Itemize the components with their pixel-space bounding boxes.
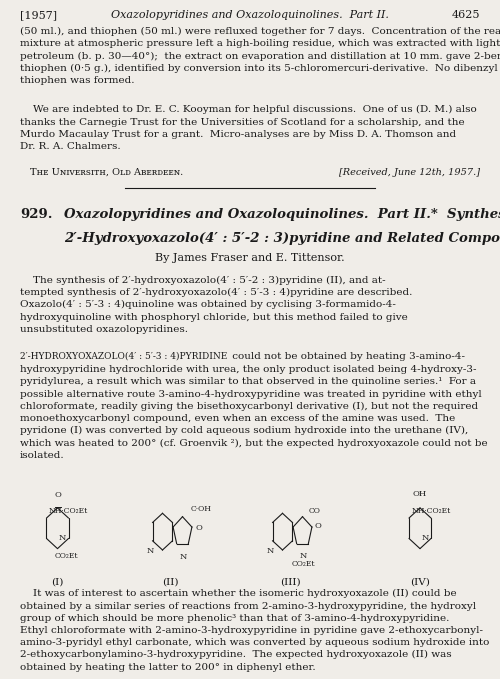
Text: 2′-HYDROXYOXAZOLO(4′ : 5′-3 : 4)PYRIDINE: 2′-HYDROXYOXAZOLO(4′ : 5′-3 : 4)PYRIDINE: [20, 352, 228, 361]
Text: Tʜᴇ Uɴɪᴠᴇʀѕɪᴛʜ, Oʟᴅ Aʙᴇʀᴅᴇᴇɴ.: Tʜᴇ Uɴɪᴠᴇʀѕɪᴛʜ, Oʟᴅ Aʙᴇʀᴅᴇᴇɴ.: [30, 168, 183, 177]
Text: Oxazolopyridines and Oxazoloquinolines.  Part II.*  Synthesis of: Oxazolopyridines and Oxazoloquinolines. …: [64, 208, 500, 221]
Text: N: N: [266, 547, 274, 555]
Text: O: O: [195, 524, 202, 532]
Text: hydroxypyridine hydrochloride with urea, the only product isolated being 4-hydro: hydroxypyridine hydrochloride with urea,…: [20, 365, 487, 460]
Text: [Received, June 12th, 1957.]: [Received, June 12th, 1957.]: [339, 168, 480, 177]
Text: (I): (I): [52, 577, 64, 586]
Text: O: O: [314, 522, 322, 530]
Text: NH·CO₂Et: NH·CO₂Et: [412, 507, 451, 515]
Text: N: N: [58, 534, 66, 543]
Text: O: O: [54, 491, 61, 499]
Text: N: N: [300, 552, 307, 560]
Text: By James Fraser and E. Tittensor.: By James Fraser and E. Tittensor.: [155, 253, 345, 263]
Text: 929.: 929.: [20, 208, 52, 221]
Text: N: N: [421, 534, 428, 543]
Text: 4625: 4625: [452, 10, 480, 20]
Text: CO: CO: [309, 507, 320, 515]
Text: C·OH: C·OH: [190, 505, 212, 513]
Text: CO₂Et: CO₂Et: [292, 560, 316, 568]
Text: N: N: [146, 547, 154, 555]
Text: [1957]: [1957]: [20, 10, 57, 20]
Text: The synthesis of 2′-hydroxyoxazolo(4′ : 5′-2 : 3)pyridine (II), and at-
tempted : The synthesis of 2′-hydroxyoxazolo(4′ : …: [20, 276, 412, 334]
Text: We are indebted to Dr. E. C. Kooyman for helpful discussions.  One of us (D. M.): We are indebted to Dr. E. C. Kooyman for…: [20, 105, 477, 151]
Text: could not be obtained by heating 3-amino-4-: could not be obtained by heating 3-amino…: [229, 352, 465, 361]
Text: NH·CO₂Et: NH·CO₂Et: [49, 507, 88, 515]
Text: (II): (II): [162, 577, 178, 586]
Text: N: N: [180, 553, 187, 562]
Text: Oxazolopyridines and Oxazoloquinolines.  Part II.: Oxazolopyridines and Oxazoloquinolines. …: [111, 10, 389, 20]
Text: CO₂Et: CO₂Et: [54, 552, 78, 560]
Text: (50 ml.), and thiophen (50 ml.) were refluxed together for 7 days.  Concentratio: (50 ml.), and thiophen (50 ml.) were ref…: [20, 27, 500, 86]
Text: (III): (III): [280, 577, 300, 586]
Text: OH: OH: [413, 490, 427, 498]
Text: 2′-Hydroxyoxazolo(4′ : 5′-2 : 3)pyridine and Related Compounds.: 2′-Hydroxyoxazolo(4′ : 5′-2 : 3)pyridine…: [64, 232, 500, 244]
Text: (IV): (IV): [410, 577, 430, 586]
Text: It was of interest to ascertain whether the isomeric hydroxyoxazole (II) could b: It was of interest to ascertain whether …: [20, 589, 490, 672]
